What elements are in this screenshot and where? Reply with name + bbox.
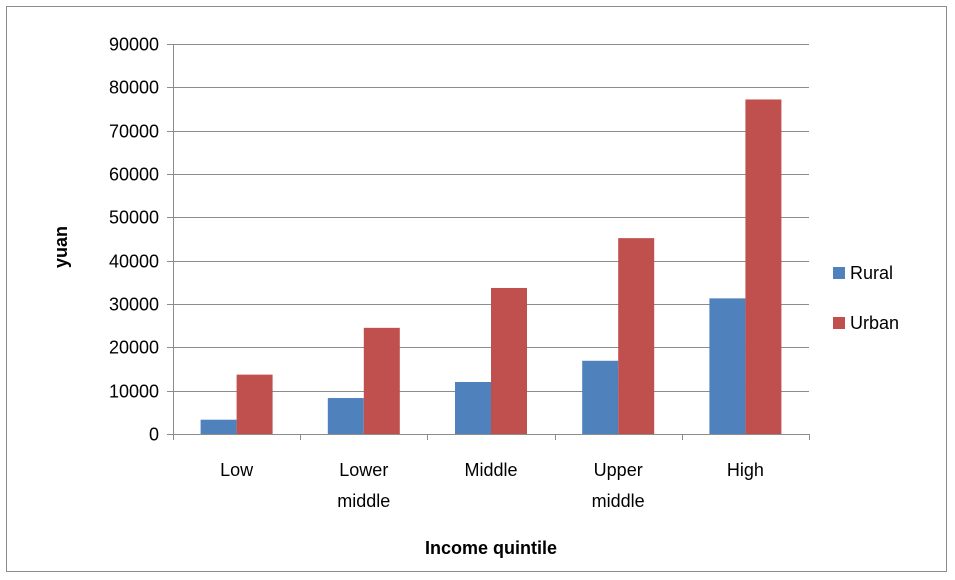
y-tick-label: 90000 xyxy=(109,35,159,55)
bars xyxy=(200,99,782,434)
y-axis-title: yuan xyxy=(51,226,71,268)
bar-rural-3 xyxy=(582,360,619,434)
legend-swatch-urban xyxy=(833,317,845,329)
x-category-label: Upper xyxy=(594,460,643,480)
legend-label-urban: Urban xyxy=(850,313,899,333)
legend-label-rural: Rural xyxy=(850,263,893,283)
x-category-label: Low xyxy=(220,460,254,480)
x-category-label: middle xyxy=(337,491,390,511)
bar-chart: 0 10000 20000 30000 40000 50000 60000 70000 8000… xyxy=(51,35,899,559)
x-category-label: Middle xyxy=(464,460,517,480)
x-axis-title: Income quintile xyxy=(425,538,557,558)
bar-rural-0 xyxy=(200,419,237,434)
y-tick-label: 50000 xyxy=(109,208,159,228)
x-category-label: middle xyxy=(592,491,645,511)
axes xyxy=(167,44,810,440)
y-tick-label: 0 xyxy=(149,425,159,445)
y-tick-label: 20000 xyxy=(109,338,159,358)
y-tick-label: 60000 xyxy=(109,165,159,185)
legend-swatch-rural xyxy=(833,267,845,279)
bar-rural-1 xyxy=(327,398,364,434)
x-category-label: High xyxy=(727,460,764,480)
y-tick-label: 40000 xyxy=(109,252,159,272)
bar-rural-4 xyxy=(709,298,746,434)
y-tick-label: 80000 xyxy=(109,78,159,98)
bar-urban-1 xyxy=(363,327,400,434)
legend: Rural Urban xyxy=(833,263,899,333)
axis-labels: 0 10000 20000 30000 40000 50000 60000 70000 8000… xyxy=(109,35,764,512)
y-tick-label: 10000 xyxy=(109,382,159,402)
bar-urban-0 xyxy=(236,374,273,434)
chart-frame: 0 10000 20000 30000 40000 50000 60000 70000 8000… xyxy=(6,6,947,572)
bar-rural-2 xyxy=(455,382,491,434)
bar-urban-3 xyxy=(618,238,655,434)
x-category-label: Lower xyxy=(339,460,388,480)
y-tick-label: 70000 xyxy=(109,122,159,142)
bar-urban-4 xyxy=(745,99,782,434)
gridlines xyxy=(173,44,809,392)
bar-urban-2 xyxy=(491,287,527,434)
y-tick-label: 30000 xyxy=(109,295,159,315)
